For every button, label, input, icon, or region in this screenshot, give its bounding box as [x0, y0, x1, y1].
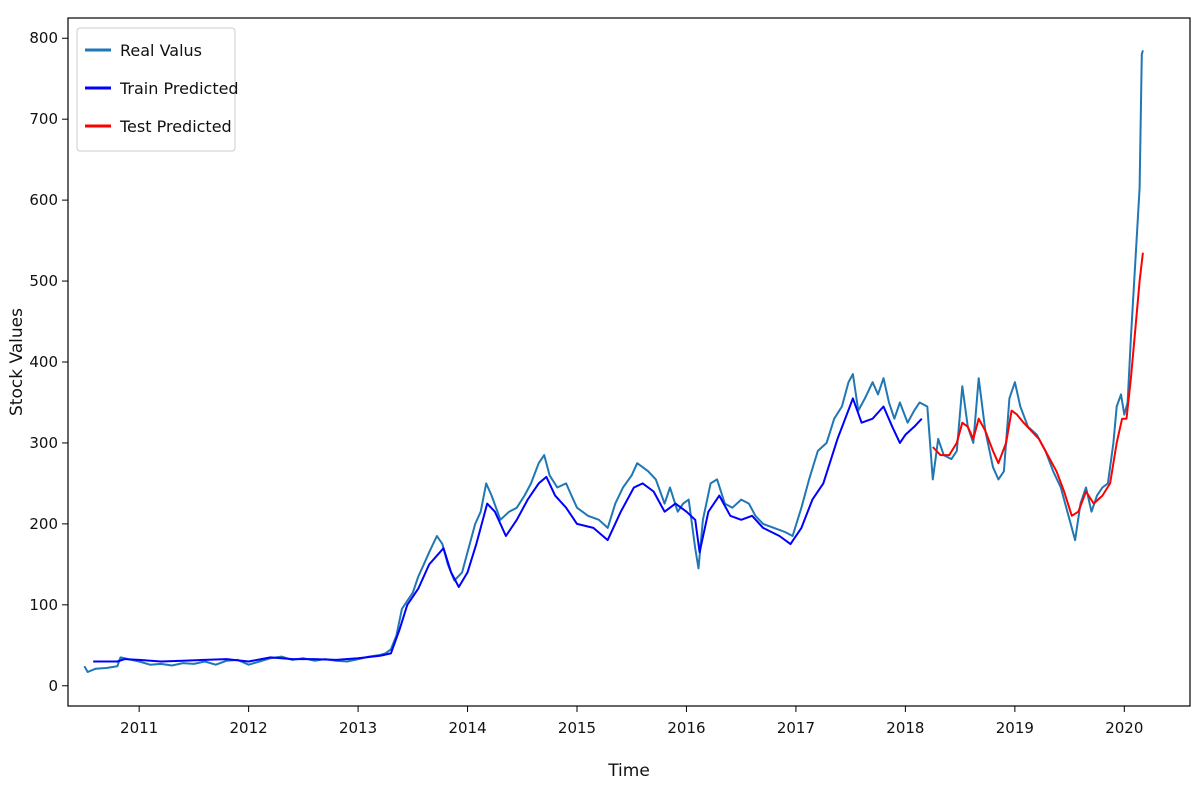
x-tick-label: 2012: [230, 719, 268, 737]
series-line-test-predicted: [932, 252, 1144, 517]
y-axis: 0 100 200 300 400 500 600 700 800: [29, 29, 68, 695]
x-tick-label: 2016: [667, 719, 705, 737]
legend-label: Train Predicted: [119, 79, 239, 98]
x-axis: 2011 2012 2013 2014 2015 2016 2017 2018 2019 2020: [120, 706, 1143, 737]
series-line-train-predicted: [93, 397, 923, 663]
series-line-real-valus: [83, 50, 1144, 673]
x-tick-label: 2017: [777, 719, 815, 737]
x-tick-label: 2013: [339, 719, 377, 737]
legend-label: Real Valus: [120, 41, 202, 60]
legend-box: [76, 27, 236, 152]
x-tick-label: 2020: [1105, 719, 1143, 737]
x-tick-label: 2018: [886, 719, 924, 737]
x-tick-label: 2015: [558, 719, 596, 737]
legend: Real Valus Train Predicted Test Predicted: [76, 27, 239, 152]
y-axis-title: Stock Values: [7, 308, 27, 416]
plot-area-frame: [67, 17, 1191, 707]
y-tick-label: 0: [48, 677, 58, 695]
series-layer: [83, 50, 1144, 673]
y-tick-label: 400: [29, 353, 58, 371]
x-tick-label: 2014: [448, 719, 486, 737]
x-axis-title: Time: [607, 761, 650, 781]
y-tick-label: 500: [29, 272, 58, 290]
y-tick-label: 600: [29, 191, 58, 209]
y-tick-label: 300: [29, 434, 58, 452]
x-tick-label: 2019: [996, 719, 1034, 737]
x-tick-label: 2011: [120, 719, 158, 737]
y-tick-label: 800: [29, 29, 58, 47]
y-tick-label: 200: [29, 515, 58, 533]
y-tick-label: 100: [29, 596, 58, 614]
legend-label: Test Predicted: [119, 117, 232, 136]
y-tick-label: 700: [29, 110, 58, 128]
